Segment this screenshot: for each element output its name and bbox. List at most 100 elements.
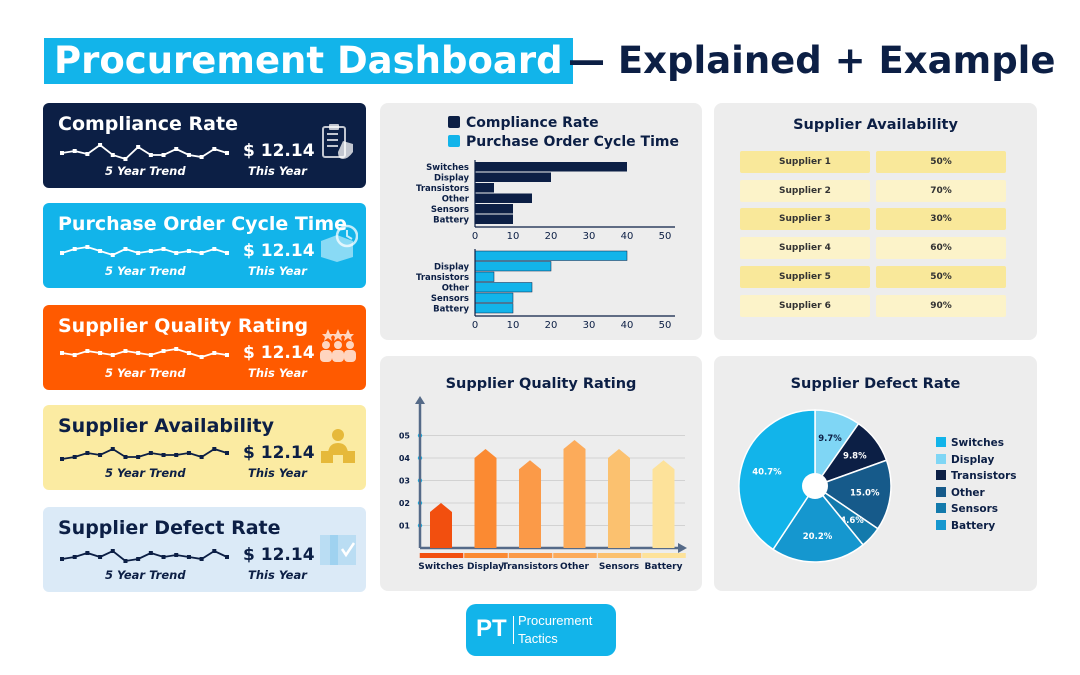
quality-bar — [652, 460, 675, 548]
kpi-trend-point — [212, 447, 217, 451]
kpi-trend-point — [161, 153, 166, 157]
kpi-card: Supplier Defect Rate $ 12.14 5 Year Trend T… — [43, 507, 366, 592]
page-title-highlight: Procurement Dashboard — [44, 38, 573, 84]
kpi-trend-point — [123, 247, 128, 251]
kpi-trend-point — [123, 157, 128, 161]
kpi-trend-point — [98, 453, 103, 457]
category-color-strip — [464, 553, 508, 558]
horizontal-bar-chart: Compliance Rate Purchase Order Cycle Time… — [416, 115, 679, 331]
bar — [475, 204, 513, 214]
kpi-trend-point — [98, 351, 103, 355]
kpi-trend-point — [148, 353, 153, 357]
kpi-period-label: This Year — [248, 568, 307, 582]
kpi-trend-point — [174, 347, 179, 351]
kpi-trend-point — [72, 149, 77, 153]
supplier-defect-panel: Supplier Defect Rate 9.7% 9.8% 15.0% 4.6% 20… — [714, 356, 1037, 591]
bar — [475, 193, 532, 203]
pie-legend-item: Display — [936, 453, 994, 466]
availability-value-cell: 50% — [876, 265, 1006, 288]
availability-supplier-cell: Supplier 6 — [740, 294, 870, 317]
bar — [474, 271, 495, 282]
supplier-person-icon — [321, 429, 355, 463]
legend-swatch — [448, 116, 460, 128]
kpi-trend-point — [225, 451, 229, 455]
bar — [475, 172, 551, 182]
kpi-trend-point — [212, 351, 217, 355]
kpi-trend-point — [72, 555, 77, 559]
kpi-trend-point — [199, 155, 204, 159]
kpi-trend-point — [199, 251, 204, 255]
x-tick-label: 0 — [472, 231, 478, 242]
page-title-rest: — Explained + Example — [568, 39, 1056, 82]
kpi-card: Supplier Quality Rating $ 12.14 5 Year Tre… — [43, 305, 366, 390]
bar — [474, 303, 514, 314]
kpi-value: $ 12.14 — [243, 545, 315, 565]
team-rating-icon — [320, 329, 356, 362]
pie-slice — [738, 409, 816, 551]
availability-value-cell: 90% — [876, 294, 1006, 317]
kpi-trend-point — [186, 451, 191, 455]
kpi-value: $ 12.14 — [243, 443, 315, 463]
kpi-trend-point — [85, 245, 90, 249]
kpi-trend-label: 5 Year Trend — [105, 466, 186, 480]
kpi-trend-point — [199, 455, 204, 459]
kpi-trend-point — [110, 253, 115, 257]
kpi-trend-label: 5 Year Trend — [105, 568, 186, 582]
availability-supplier-cell: Supplier 5 — [740, 265, 870, 288]
x-tick-label: 50 — [659, 231, 672, 242]
kpi-trend-point — [225, 353, 229, 357]
kpi-trend-point — [123, 559, 128, 563]
kpi-sparkline — [60, 447, 229, 461]
kpi-trend-point — [174, 453, 179, 457]
kpi-period-label: This Year — [248, 164, 307, 178]
pie-value-label: 4.6% — [840, 516, 864, 526]
quality-bar — [430, 503, 452, 548]
category-label: Transistors — [416, 273, 469, 283]
brand-logo-line1: Procurement — [518, 613, 593, 628]
bar — [475, 214, 513, 224]
package-box-icon — [320, 535, 356, 565]
availability-supplier-cell: Supplier 1 — [740, 151, 870, 173]
kpi-period-label: This Year — [248, 466, 307, 480]
kpi-trend-point — [225, 555, 229, 559]
x-category-label: Battery — [645, 562, 683, 572]
kpi-trend-point — [148, 551, 153, 555]
availability-supplier-cell: Supplier 3 — [740, 208, 870, 231]
quality-bar — [608, 449, 630, 548]
box-clock-icon — [321, 224, 358, 262]
bar — [474, 250, 628, 261]
availability-value-cell: 30% — [876, 208, 1006, 231]
x-tick-label: 10 — [507, 320, 520, 331]
supplier-availability-panel: Supplier Availability Supplier 1 50% Suppl… — [714, 103, 1037, 340]
kpi-trend-point — [72, 247, 77, 251]
kpi-trend-point — [161, 349, 166, 353]
category-label: Other — [442, 284, 470, 294]
kpi-trend-point — [225, 151, 229, 155]
y-tick-label: 03 — [399, 477, 410, 486]
kpi-sparkline — [60, 347, 229, 359]
category-color-strip — [553, 553, 597, 558]
bar — [475, 162, 627, 172]
kpi-trend-point — [136, 351, 141, 355]
kpi-period-label: This Year — [248, 366, 307, 380]
y-tick-label: 04 — [399, 454, 411, 463]
supplier-quality-panel: Supplier Quality Rating 01 02 03 04 05 Switch… — [380, 356, 702, 591]
kpi-trend-point — [186, 249, 191, 253]
availability-value-cell: 50% — [876, 151, 1006, 173]
kpi-trend-point — [72, 353, 77, 357]
x-category-label: Transistors — [502, 562, 558, 572]
legend-label: Switches — [951, 437, 1004, 449]
kpi-title: Compliance Rate — [58, 113, 238, 135]
kpi-trend-point — [60, 557, 64, 561]
category-label: Battery — [433, 216, 469, 226]
kpi-period-label: This Year — [248, 264, 307, 278]
legend-label: Purchase Order Cycle Time — [466, 134, 679, 150]
kpi-trend-point — [123, 455, 128, 459]
kpi-trend-point — [98, 555, 103, 559]
kpi-card: Purchase Order Cycle Time $ 12.14 5 Year T… — [43, 203, 366, 288]
pie-legend-item: Sensors — [936, 503, 998, 515]
kpi-title: Supplier Defect Rate — [58, 517, 281, 539]
pie-value-label: 9.8% — [843, 452, 867, 462]
kpi-trend-point — [148, 249, 153, 253]
